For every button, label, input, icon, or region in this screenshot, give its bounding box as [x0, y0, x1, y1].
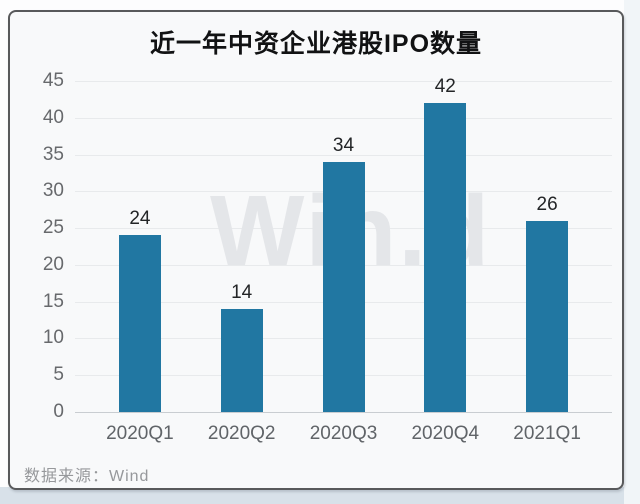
gridline — [75, 81, 612, 82]
page-right-strip — [624, 0, 640, 504]
x-tick-label: 2020Q1 — [106, 423, 174, 444]
bar-2021Q1 — [526, 220, 569, 412]
bar-2020Q4 — [424, 103, 467, 412]
gridline — [75, 154, 612, 156]
y-tick-label: 20 — [42, 253, 64, 275]
y-tick-label: 40 — [42, 106, 64, 128]
bar-value-label: 26 — [536, 193, 558, 215]
y-tick-label: 25 — [42, 217, 64, 239]
data-source-label: 数据来源：Wind — [24, 468, 150, 485]
y-tick-label: 30 — [42, 180, 64, 202]
chart-card: 近一年中资企业港股IPO数量 Win.d 0510152025303540452… — [8, 10, 624, 490]
chart-title: 近一年中资企业港股IPO数量 — [149, 30, 483, 58]
y-tick-label: 45 — [42, 70, 64, 91]
bar-value-label: 14 — [231, 282, 253, 304]
x-axis: 2020Q1 2020Q2 2020Q3 2020Q4 2021Q1 — [75, 422, 612, 450]
x-tick-label: 2021Q1 — [513, 423, 581, 444]
bar-value-label: 24 — [129, 208, 151, 230]
y-tick-label: 15 — [42, 290, 64, 312]
bar-value-label: 34 — [332, 134, 355, 156]
x-tick-label: 2020Q4 — [411, 423, 480, 444]
gridline — [75, 117, 612, 119]
gridline — [75, 412, 612, 413]
bar-value-label: 42 — [434, 76, 456, 98]
y-tick-label: 0 — [53, 401, 64, 422]
page-bottom-strip — [0, 487, 640, 504]
x-tick-label: 2020Q3 — [309, 423, 378, 444]
bar-2020Q1 — [118, 235, 161, 412]
bar-2020Q3 — [322, 161, 365, 412]
y-tick-label: 10 — [42, 327, 64, 349]
y-tick-label: 5 — [53, 364, 64, 386]
y-tick-label: 35 — [42, 143, 64, 165]
x-tick-label: 2020Q2 — [207, 423, 276, 444]
bar-2020Q2 — [220, 309, 263, 412]
